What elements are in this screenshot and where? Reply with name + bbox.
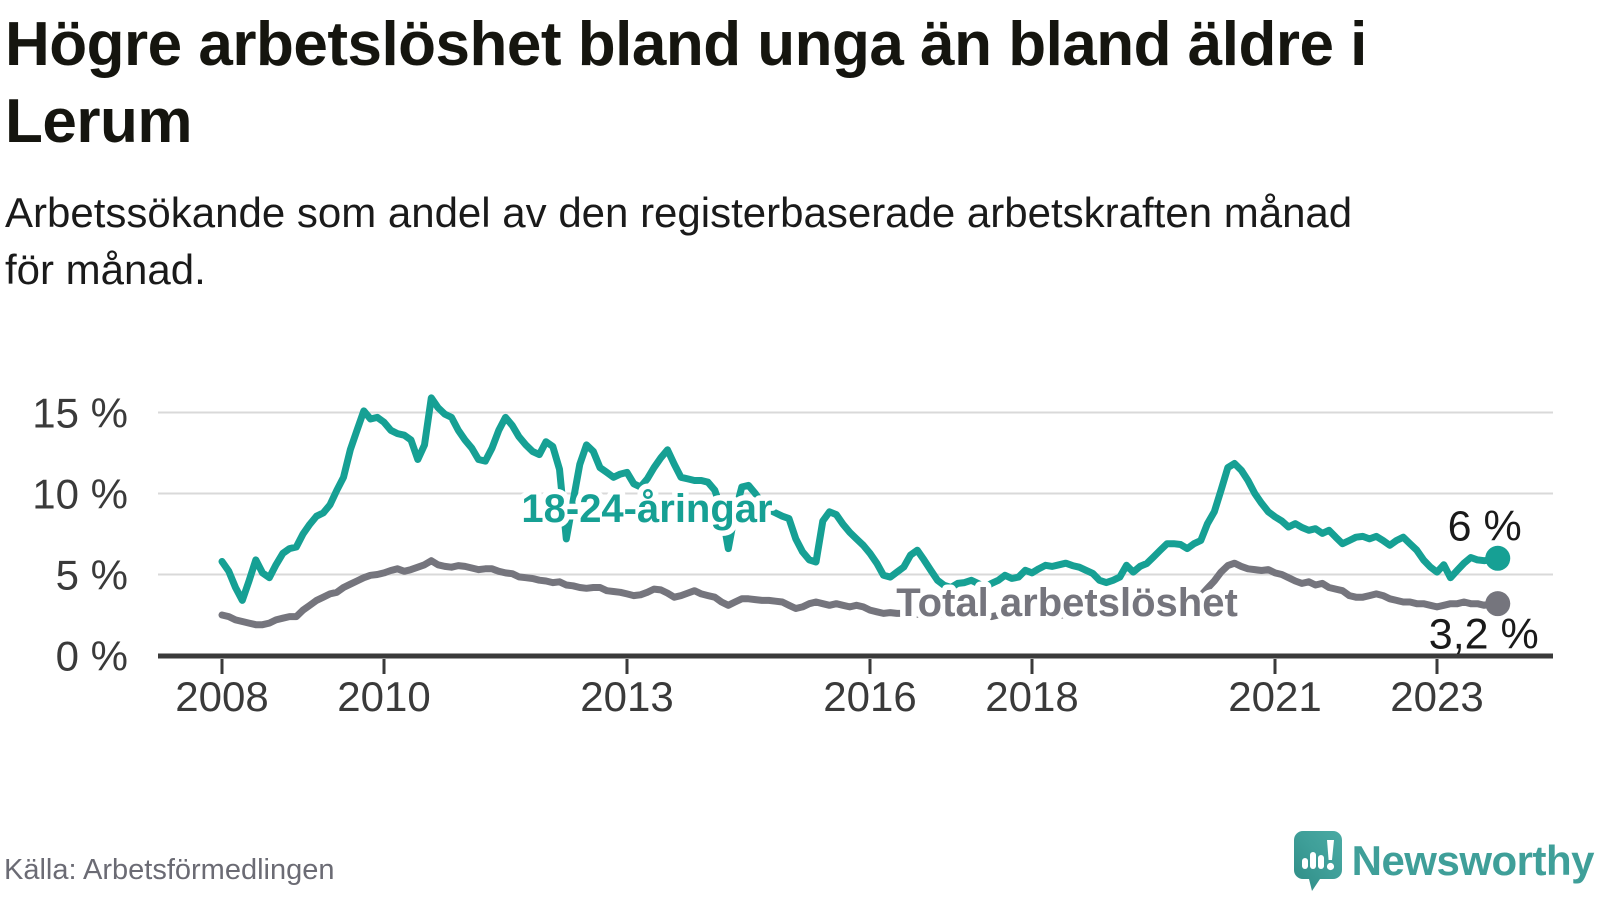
y-tick-label-5: 5 % [56,552,128,599]
bar-1 [1301,858,1308,869]
series-end-dot-total [1485,591,1511,617]
series-label-young: 18-24-åringar [521,487,772,531]
newsworthy-icon [1293,831,1342,891]
end-value-label-young: 6 % [1448,502,1522,550]
x-tick-label-2008: 2008 [175,673,268,720]
brand-name: Newsworthy [1351,837,1595,884]
x-axis-ticks [220,659,1439,674]
subtitle-line-1: Arbetssökande som andel av den registerb… [5,189,1353,236]
y-tick-label-15: 15 % [32,390,128,437]
x-tick-label-2013: 2013 [580,673,673,720]
page-title: Högre arbetslöshet bland unga än bland ä… [5,0,1597,160]
x-tick-label-2010: 2010 [337,673,430,720]
series-end-dot-young [1485,545,1511,571]
title-line-1: Högre arbetslöshet bland unga än bland ä… [5,10,1367,79]
y-tick-label-10: 10 % [32,471,128,518]
source-note: Källa: Arbetsförmedlingen [4,854,335,886]
bar-2 [1309,852,1316,869]
series-line-young [218,394,1502,604]
end-value-label-total: 3,2 % [1429,611,1539,659]
x-axis-labels: 2008 2010 2013 2016 2018 2021 2023 [175,673,1483,720]
subtitle-line-2: för månad. [5,246,206,293]
y-axis-labels: 0 % 5 % 10 % 15 % [32,390,128,680]
bar-3 [1317,855,1324,869]
series-line-total [218,557,1502,629]
x-tick-label-2018: 2018 [985,673,1078,720]
x-tick-label-2023: 2023 [1390,673,1483,720]
x-tick-label-2016: 2016 [823,673,916,720]
chart-header: Högre arbetslöshet bland unga än bland ä… [5,0,1597,298]
gridlines [158,411,1553,576]
chart-subtitle: Arbetssökande som andel av den registerb… [5,160,1597,298]
brand-logo: Newsworthy [1293,830,1595,892]
x-tick-label-2021: 2021 [1228,673,1321,720]
exclamation-dot [1326,862,1334,871]
y-tick-label-0: 0 % [56,633,128,680]
exclamation-stem [1326,840,1334,860]
title-line-2: Lerum [5,87,192,156]
series-label-total: Total arbetslöshet [896,581,1238,625]
